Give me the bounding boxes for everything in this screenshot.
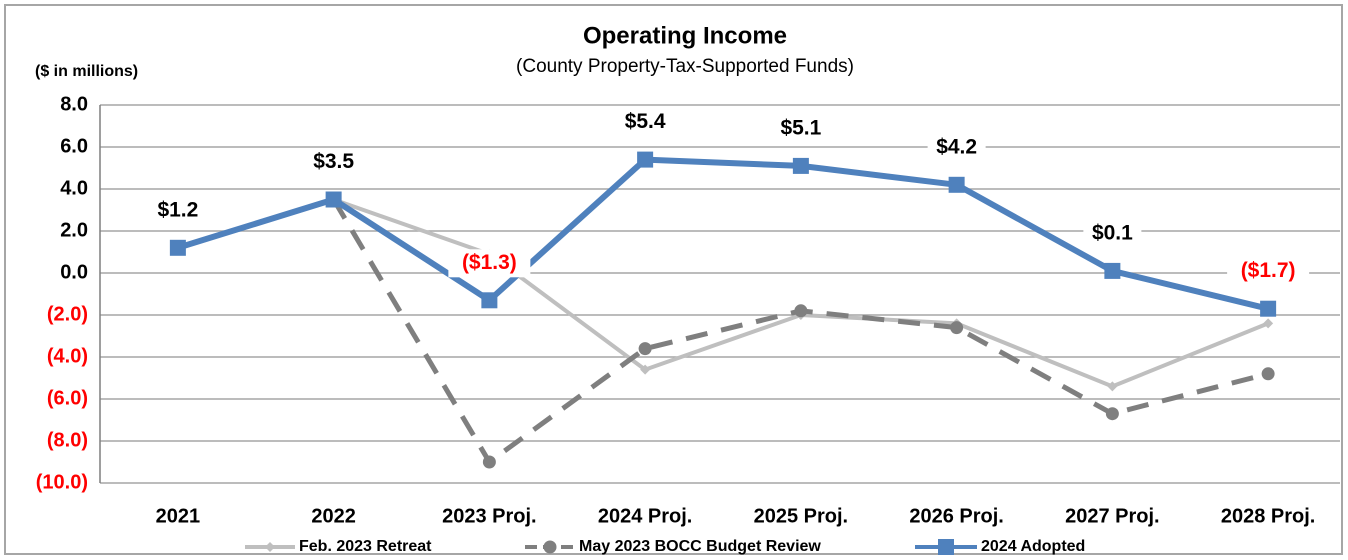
x-tick-label: 2024 Proj. — [598, 505, 693, 527]
value-label-bg — [1083, 219, 1142, 248]
y-tick-label: (6.0) — [47, 387, 88, 409]
value-label: $4.2 — [936, 135, 977, 158]
marker — [938, 539, 954, 555]
marker — [265, 542, 275, 552]
marker — [792, 157, 809, 174]
y-tick-label: 2.0 — [60, 219, 88, 241]
marker — [325, 191, 342, 208]
value-label: $1.2 — [157, 198, 198, 221]
legend-label: May 2023 BOCC Budget Review — [579, 538, 821, 555]
chart-title: Operating Income — [583, 22, 787, 49]
y-tick-label: 8.0 — [60, 93, 88, 115]
value-label-bg — [616, 108, 675, 137]
y-tick-label: (4.0) — [47, 345, 88, 367]
x-tick-label: 2021 — [156, 505, 201, 527]
y-axis-label: ($ in millions) — [35, 63, 138, 80]
marker — [1261, 367, 1275, 381]
value-label: ($1.7) — [1241, 259, 1296, 282]
x-tick-label: 2028 Proj. — [1221, 505, 1316, 527]
marker — [543, 540, 557, 554]
marker — [794, 304, 808, 318]
marker — [1260, 300, 1277, 317]
y-tick-label: (2.0) — [47, 303, 88, 325]
value-label: $0.1 — [1092, 221, 1133, 244]
marker — [1263, 318, 1274, 329]
y-tick-label: 4.0 — [60, 177, 88, 199]
y-tick-label: 6.0 — [60, 135, 88, 157]
marker — [637, 151, 654, 168]
marker — [169, 239, 186, 256]
value-label-bg — [927, 133, 986, 162]
value-label-bg — [304, 148, 363, 177]
chart-frame — [4, 4, 1343, 555]
marker — [640, 364, 651, 375]
x-tick-label: 2027 Proj. — [1065, 505, 1160, 527]
chart-subtitle: (County Property-Tax-Supported Funds) — [516, 56, 854, 77]
value-label-bg — [448, 249, 531, 278]
value-label: ($1.3) — [462, 251, 517, 274]
value-label: $5.1 — [780, 116, 821, 139]
value-label: $3.5 — [313, 150, 354, 173]
marker — [482, 455, 496, 469]
marker — [1105, 407, 1119, 421]
value-label-bg — [771, 114, 830, 143]
y-tick-label: 0.0 — [60, 261, 88, 283]
marker — [481, 292, 498, 309]
value-label-bg — [148, 196, 207, 225]
legend-label: Feb. 2023 Retreat — [299, 538, 432, 555]
value-label: $5.4 — [625, 110, 666, 133]
marker — [948, 176, 965, 193]
y-tick-label: (10.0) — [36, 471, 88, 493]
series-line — [176, 156, 1269, 312]
legend-label: 2024 Adopted — [981, 538, 1085, 555]
marker — [950, 321, 964, 335]
x-tick-label: 2022 — [311, 505, 356, 527]
x-tick-label: 2026 Proj. — [909, 505, 1004, 527]
marker — [1104, 262, 1121, 279]
x-tick-label: 2023 Proj. — [442, 505, 537, 527]
marker — [638, 342, 652, 356]
marker — [1107, 381, 1118, 392]
value-label-bg — [1227, 257, 1310, 286]
y-tick-label: (8.0) — [47, 429, 88, 451]
x-tick-label: 2025 Proj. — [754, 505, 849, 527]
